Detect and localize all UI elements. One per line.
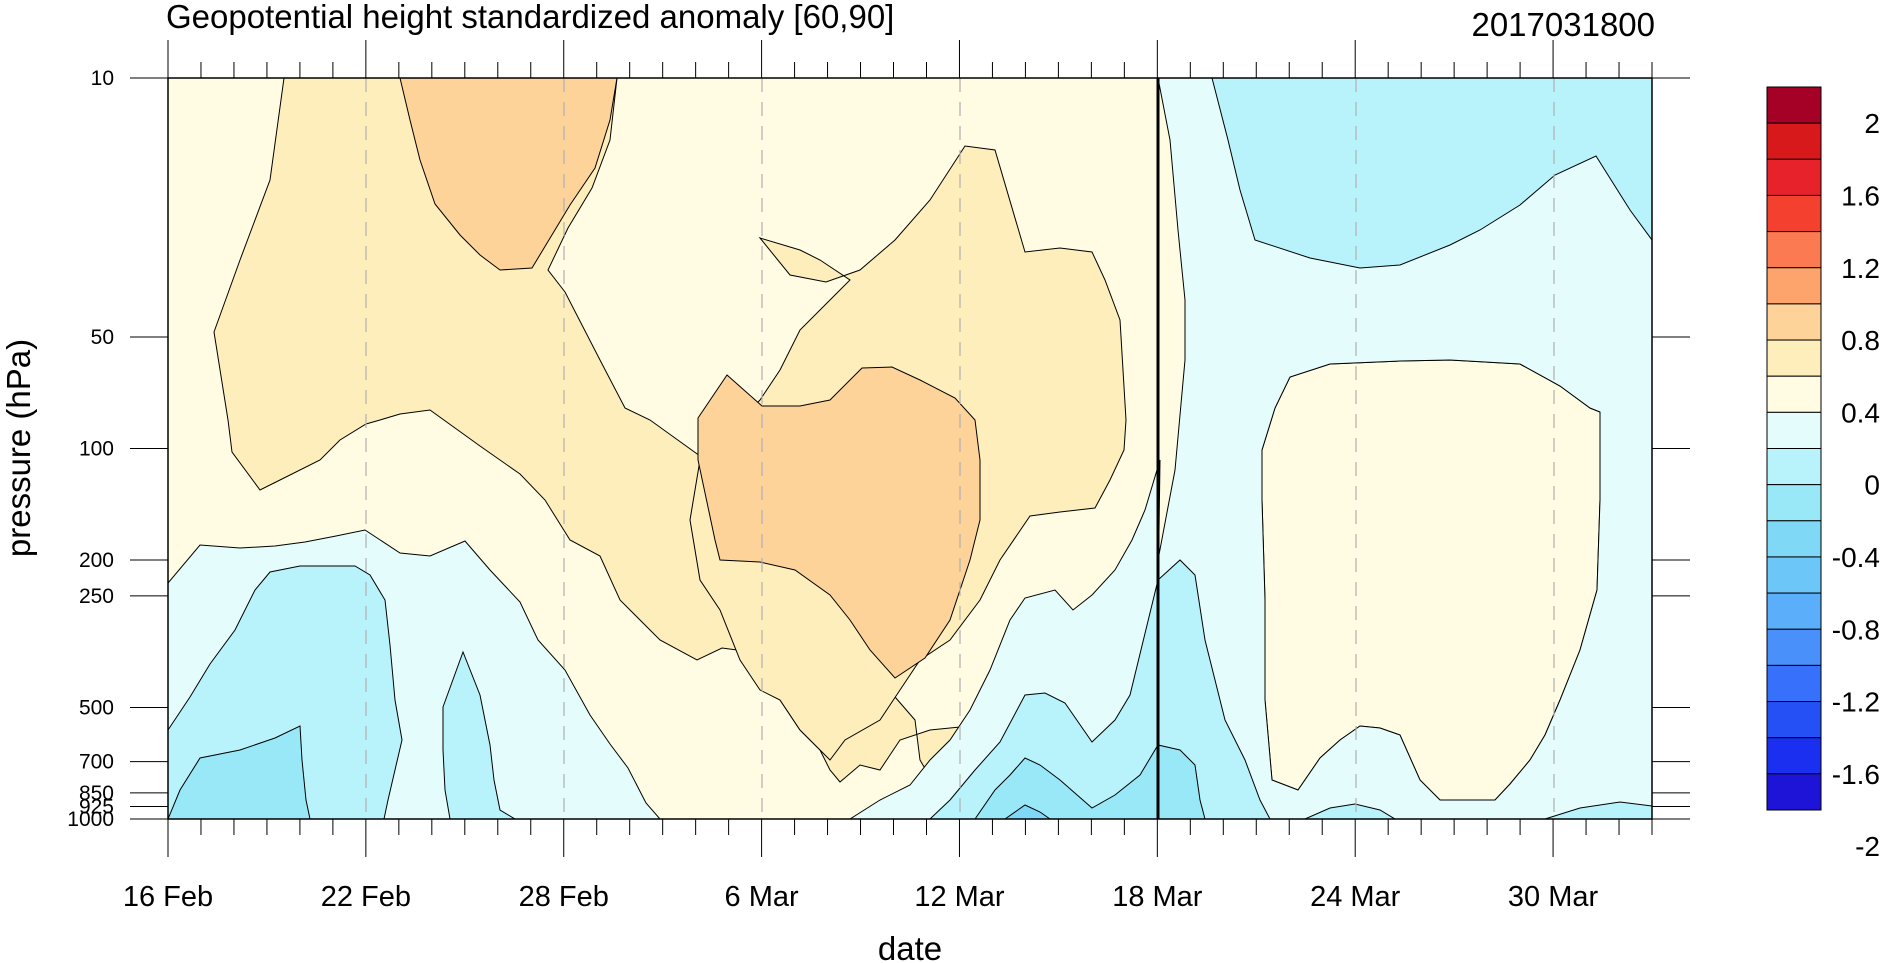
contour-positive-upper: [399, 78, 618, 271]
x-tick-label: 6 Mar: [725, 881, 799, 913]
contour-negative-weak: [1154, 78, 1652, 819]
y-tick-label: 50: [91, 326, 114, 349]
contour-negative-midmar-2: [929, 559, 1271, 819]
contour-negative-midmar-4: [1004, 804, 1051, 819]
y-tick-label: 925: [79, 795, 114, 818]
y-axis-label: pressure (hPa): [0, 339, 37, 557]
x-axis-ticks: [167, 40, 1653, 857]
colorbar-swatch: [1766, 448, 1822, 486]
colorbar-swatch: [1766, 411, 1822, 450]
colorbar-swatch: [1766, 484, 1822, 522]
colorbar-swatch: [1766, 339, 1822, 377]
colorbar-label: -0.8: [1832, 614, 1880, 645]
y-tick-label: 850: [79, 782, 114, 805]
colorbar-swatch: [1766, 592, 1822, 630]
colorbar-swatch: [1766, 737, 1822, 775]
contour-negative-surface-left: [168, 725, 311, 819]
colorbar-label: 2: [1864, 108, 1880, 139]
colorbar-label: 0.8: [1841, 325, 1880, 356]
colorbar-swatch: [1766, 122, 1822, 160]
x-axis-tick-labels: 16 Feb 22 Feb 28 Feb 6 Mar 12 Mar 18 Mar 24 Ma…: [123, 881, 1599, 913]
colorbar-label: -2: [1855, 831, 1880, 862]
contour-negative-lowleft-strip: [442, 650, 516, 819]
colorbar-label: 1.2: [1841, 253, 1880, 284]
x-tick-label: 22 Feb: [321, 881, 411, 913]
colorbar-swatch: [1766, 194, 1822, 233]
colorbar-swatch: [1766, 773, 1822, 811]
colorbar: 2 1.6 1.2 0.8 0.4 0 -0.4 -0.8 -1.2 -1.6 -2: [1766, 86, 1880, 862]
colorbar-swatch: [1766, 556, 1822, 594]
x-tick-label: 12 Mar: [914, 881, 1005, 913]
chart-title: Geopotential height standardized anomaly…: [166, 0, 894, 35]
y-tick-label: 200: [79, 549, 114, 572]
y-axis-ticks: [130, 77, 1690, 820]
chart-date-stamp: 2017031800: [1471, 6, 1655, 43]
colorbar-swatch: [1766, 701, 1822, 739]
colorbar-label: 0: [1864, 470, 1880, 501]
y-tick-label: 250: [79, 585, 114, 608]
y-tick-label: 1000: [67, 808, 114, 831]
contour-negative-lateright: [1304, 801, 1652, 819]
colorbar-swatch: [1766, 158, 1822, 196]
x-axis-label: date: [878, 930, 942, 963]
colorbar-swatch: [1766, 664, 1822, 703]
colorbar-swatch: [1766, 231, 1822, 269]
colorbar-label: 0.4: [1841, 397, 1880, 428]
x-tick-label: 30 Mar: [1508, 881, 1599, 913]
y-tick-label: 10: [91, 67, 114, 90]
colorbar-label: -0.4: [1832, 542, 1880, 573]
contour-negative-midmar-3: [974, 744, 1206, 819]
plot-area: [168, 78, 1652, 819]
contour-positive-mid: [697, 366, 981, 679]
x-tick-label: 28 Feb: [519, 881, 609, 913]
x-tick-label: 24 Mar: [1310, 881, 1401, 913]
contour-negative-upper: [1211, 78, 1652, 269]
colorbar-label: -1.2: [1832, 687, 1880, 718]
x-tick-label: 16 Feb: [123, 881, 213, 913]
colorbar-label: -1.6: [1832, 759, 1880, 790]
colorbar-swatch: [1766, 303, 1822, 341]
colorbar-swatch: [1766, 267, 1822, 305]
y-tick-label: 700: [79, 751, 114, 774]
x-tick-label: 18 Mar: [1112, 881, 1203, 913]
y-tick-label: 100: [79, 438, 114, 461]
y-tick-label: 500: [79, 696, 114, 719]
colorbar-swatch: [1766, 628, 1822, 666]
colorbar-swatch: [1766, 375, 1822, 413]
colorbar-label: 1.6: [1841, 180, 1880, 211]
grid-lines: [365, 78, 1555, 819]
colorbar-swatch: [1766, 86, 1822, 124]
colorbar-swatch: [1766, 520, 1822, 558]
